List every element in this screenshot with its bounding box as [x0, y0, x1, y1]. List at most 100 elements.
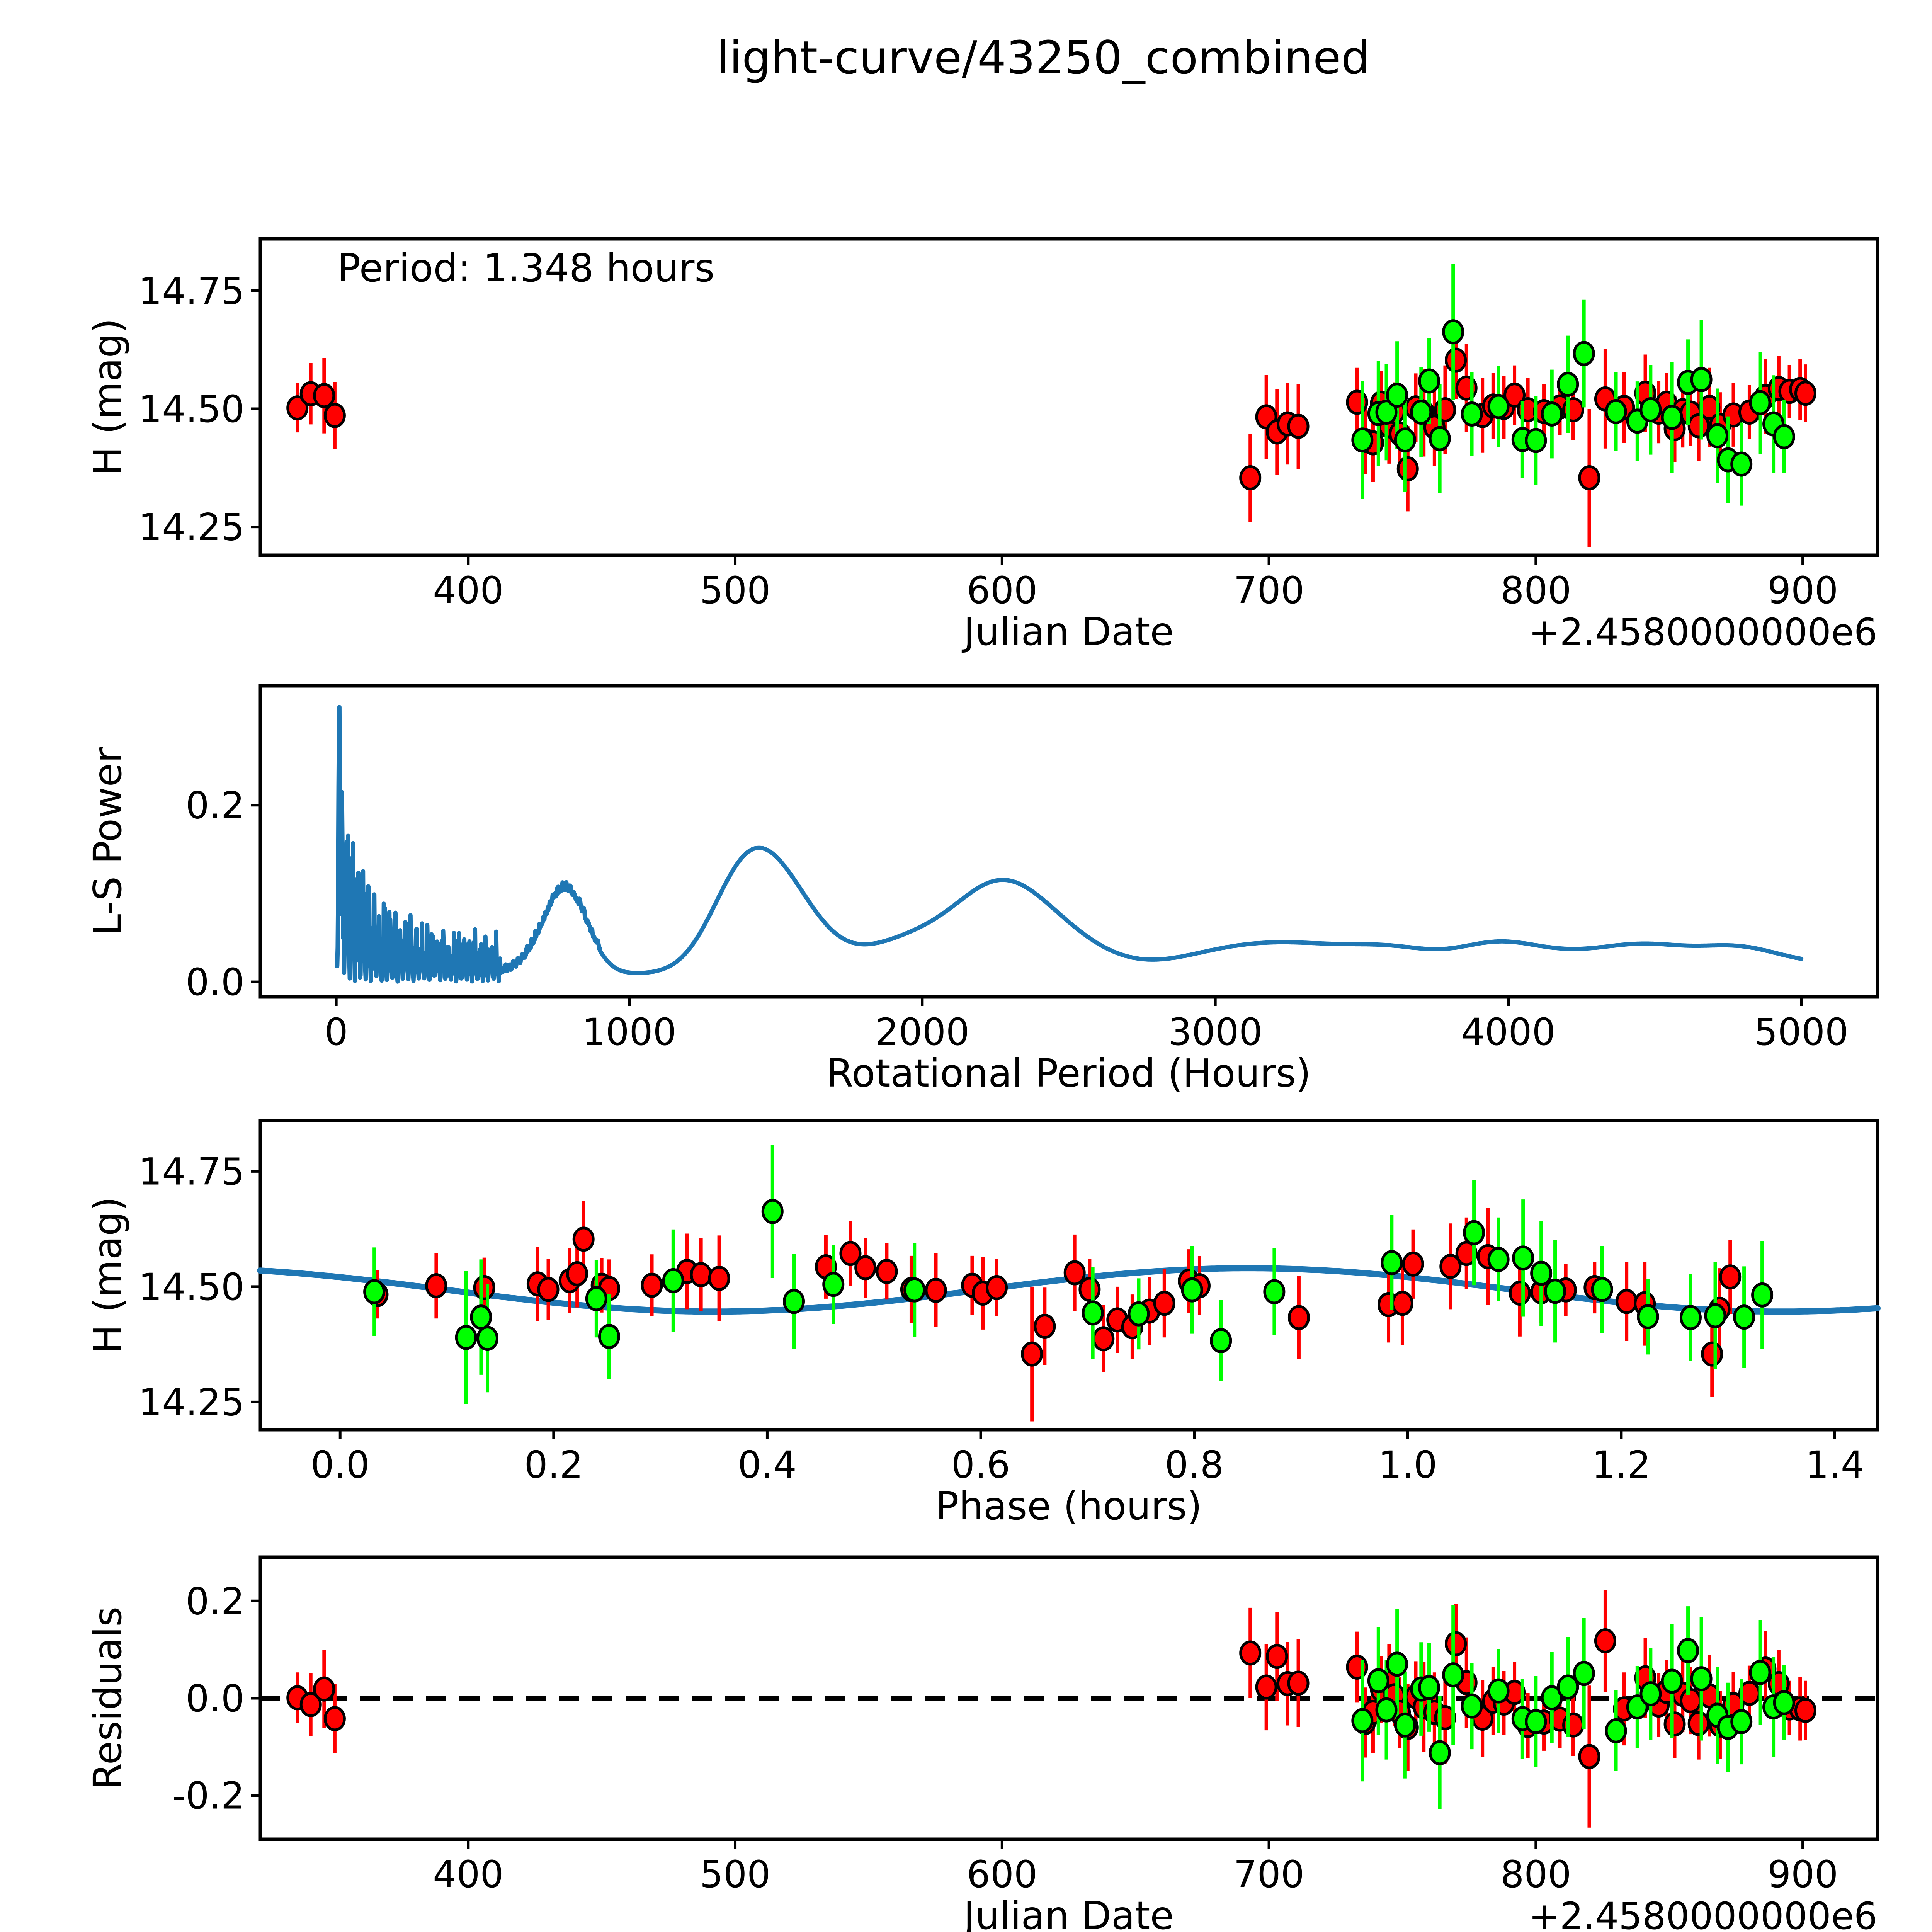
data-point — [1239, 1640, 1262, 1666]
x-axis: 0.0 0.2 0.4 0.6 0.8 1.0 1.2 1.4 Phase (hours) — [311, 1430, 1864, 1529]
data-point — [1210, 1328, 1232, 1354]
data-point — [1687, 1711, 1710, 1736]
data-point — [854, 1255, 877, 1281]
period-annotation: Period: 1.348 hours — [337, 245, 715, 291]
y-axis-label: L-S Power — [85, 747, 130, 936]
data-point — [323, 403, 346, 428]
x-tick-label: 1.0 — [1378, 1443, 1437, 1486]
axes-frame — [258, 1119, 1879, 1432]
data-point — [822, 1272, 845, 1297]
x-tick-label: 900 — [1767, 569, 1838, 612]
data-point — [1544, 1279, 1566, 1304]
x-tick-label: 1000 — [582, 1010, 676, 1054]
data-point — [1429, 426, 1451, 451]
x-axis: 400 500 600 700 800 900 Julian Date +2.45800000… — [433, 1839, 1878, 1932]
data-point — [473, 1275, 495, 1300]
data-point — [470, 1304, 492, 1330]
data-point — [1794, 1697, 1816, 1723]
data-point — [1690, 1666, 1713, 1692]
data-point — [1594, 1628, 1616, 1653]
y-tick-label: 14.50 — [138, 1265, 245, 1309]
data-point — [1719, 1264, 1742, 1290]
data-point — [1396, 456, 1419, 481]
y-tick-label: 0.0 — [185, 961, 245, 1004]
data-point — [1557, 1674, 1579, 1700]
y-tick-label: 14.75 — [138, 1150, 245, 1193]
panel-lightcurve: 400 500 600 700 800 900 Julian Date +2.45800000… — [85, 237, 1879, 654]
data-point — [1367, 1668, 1389, 1694]
y-axis-label: Residuals — [85, 1607, 130, 1790]
y-tick-label: 0.0 — [185, 1677, 245, 1720]
data-point — [1386, 1651, 1408, 1677]
x-tick-label: 400 — [433, 569, 503, 612]
data-point — [1512, 1245, 1534, 1271]
x-tick-label: 4000 — [1461, 1010, 1555, 1054]
data-point — [313, 1676, 335, 1702]
data-point — [1605, 1718, 1627, 1743]
y-tick-label: 14.25 — [138, 1381, 245, 1424]
data-point — [1503, 383, 1526, 408]
data-point — [1487, 394, 1510, 419]
series-green — [363, 1145, 1774, 1404]
data-point — [1639, 397, 1662, 423]
data-point — [1445, 1631, 1467, 1656]
x-tick-label: 0 — [325, 1010, 348, 1054]
data-point — [299, 1692, 322, 1717]
data-point — [1557, 371, 1579, 397]
data-point — [1749, 390, 1771, 415]
data-point — [1679, 1688, 1702, 1713]
data-point — [1263, 1279, 1286, 1304]
data-point — [1391, 1291, 1413, 1316]
data-point — [1021, 1341, 1043, 1367]
figure-title: light-curve/43250_combined — [716, 31, 1370, 84]
data-point — [1701, 1341, 1723, 1367]
data-point — [1092, 1326, 1115, 1352]
data-point — [1034, 1314, 1056, 1339]
data-point — [1530, 1260, 1553, 1286]
x-tick-label: 5000 — [1754, 1010, 1849, 1054]
data-series-group — [363, 1145, 1774, 1422]
data-point — [425, 1273, 447, 1298]
x-tick-label: 0.6 — [951, 1443, 1010, 1486]
data-point — [566, 1261, 588, 1286]
data-point — [1663, 1711, 1686, 1737]
data-point — [761, 1199, 784, 1224]
data-point — [1078, 1277, 1101, 1302]
x-tick-label: 800 — [1500, 569, 1571, 612]
data-point — [1487, 1678, 1510, 1704]
data-point — [1418, 1675, 1440, 1700]
data-point — [1351, 1708, 1374, 1733]
data-point — [537, 1277, 560, 1302]
panel-periodogram: 0 1000 2000 3000 4000 5000 Rotational Period (… — [85, 684, 1879, 1096]
y-axis: 0.0 0.2 — [185, 784, 260, 1004]
data-point — [598, 1324, 621, 1349]
data-point — [1773, 1690, 1795, 1715]
data-point — [1541, 1685, 1563, 1711]
axes-frame — [258, 237, 1879, 557]
data-point — [572, 1226, 595, 1252]
data-point — [1351, 427, 1374, 453]
x-axis-label: Rotational Period (Hours) — [827, 1051, 1311, 1096]
data-point — [903, 1277, 926, 1303]
x-tick-label: 500 — [700, 1853, 770, 1896]
data-point — [1255, 1674, 1277, 1700]
data-point — [1509, 1281, 1531, 1306]
x-tick-label: 600 — [967, 1853, 1037, 1896]
y-tick-label: 14.25 — [138, 506, 245, 549]
data-point — [1442, 1662, 1464, 1688]
x-tick-label: 1.2 — [1592, 1443, 1651, 1486]
data-point — [1679, 1305, 1702, 1330]
series-green — [1351, 1605, 1795, 1809]
data-point — [1704, 1303, 1726, 1328]
data-point — [363, 1279, 386, 1304]
data-series-group — [286, 1590, 1816, 1828]
x-tick-label: 500 — [700, 569, 770, 612]
x-axis-offset-text: +2.4580000000e6 — [1529, 1895, 1878, 1932]
data-point — [1063, 1260, 1086, 1286]
x-tick-label: 0.4 — [738, 1443, 797, 1486]
data-point — [1687, 413, 1710, 439]
x-axis-label: Phase (hours) — [935, 1483, 1202, 1529]
y-axis: -0.2 0.0 0.2 — [172, 1580, 260, 1818]
x-tick-label: 0.8 — [1165, 1443, 1224, 1486]
